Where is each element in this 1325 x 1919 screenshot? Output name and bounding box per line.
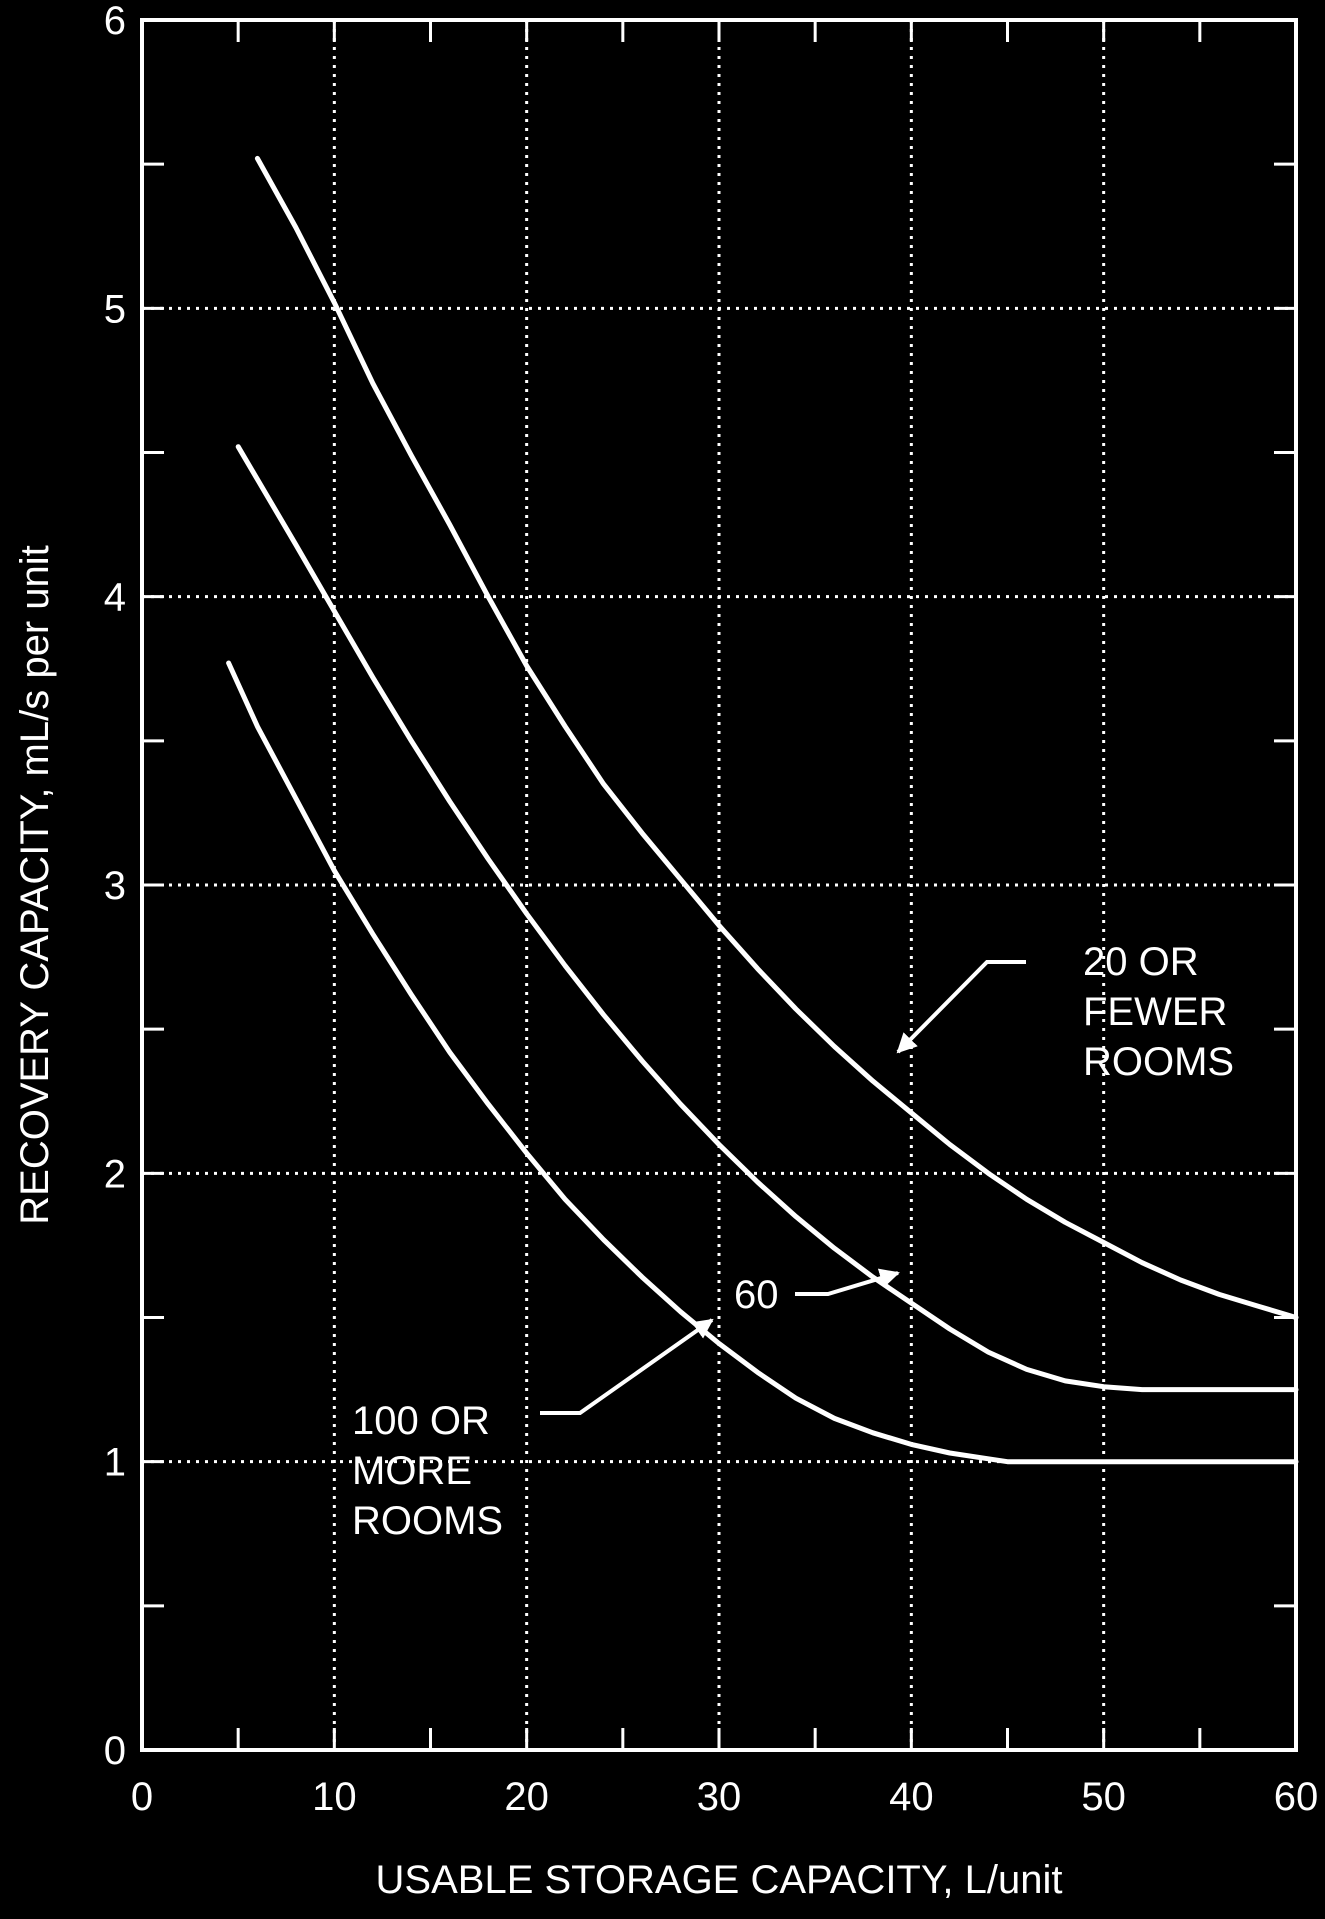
annotation-arrow-1 [896, 960, 1026, 1054]
annotation-arrow-3 [540, 1318, 714, 1415]
y-tick-label-4: 4 [104, 576, 126, 620]
series-lines [226, 155, 1299, 1465]
plot-frame [140, 18, 1298, 1752]
annotation-label-1-line-2: FEWER [1083, 990, 1227, 1034]
y-axis-title: RECOVERY CAPACITY, mL/s per unit [13, 545, 57, 1225]
x-tick-label-30: 30 [697, 1775, 742, 1819]
tick-marks [142, 20, 1296, 1750]
annotation-arrow-2 [795, 1268, 900, 1296]
x-tick-label-20: 20 [504, 1775, 549, 1819]
series-line-3 [226, 660, 1299, 1465]
y-tick-label-6: 6 [104, 0, 126, 43]
y-tick-label-2: 2 [104, 1152, 126, 1196]
x-axis-title: USABLE STORAGE CAPACITY, L/unit [376, 1858, 1063, 1902]
x-tick-label-0: 0 [131, 1775, 153, 1819]
annotation-label-3-line-2: MORE [352, 1449, 472, 1493]
y-tick-label-5: 5 [104, 287, 126, 331]
annotation-label-3-line-1: 100 OR [352, 1399, 490, 1443]
y-tick-labels: 0 1 2 3 4 5 6 [104, 0, 126, 1773]
annotation-label-3: 100 OR MORE ROOMS [352, 1399, 503, 1543]
series-line-2 [235, 444, 1299, 1393]
annotation-label-1-line-3: ROOMS [1083, 1040, 1234, 1084]
x-tick-labels: 0 10 20 30 40 50 60 [131, 1775, 1318, 1819]
annotation-label-1-line-1: 20 OR [1083, 940, 1199, 984]
y-tick-label-3: 3 [104, 864, 126, 908]
y-tick-label-0: 0 [104, 1729, 126, 1773]
x-tick-label-60: 60 [1274, 1775, 1319, 1819]
series-line-1 [254, 155, 1299, 1320]
annotation-label-2-line-1: 60 [734, 1273, 779, 1317]
annotation-label-3-line-3: ROOMS [352, 1499, 503, 1543]
annotation-label-2: 60 [734, 1273, 779, 1317]
annotation-label-1: 20 OR FEWER ROOMS [1083, 940, 1234, 1084]
x-tick-label-10: 10 [312, 1775, 357, 1819]
y-tick-label-1: 1 [104, 1441, 126, 1485]
x-tick-label-40: 40 [889, 1775, 934, 1819]
annotations: 20 OR FEWER ROOMS 60 100 OR MORE ROOMS [352, 940, 1234, 1543]
x-tick-label-50: 50 [1081, 1775, 1126, 1819]
